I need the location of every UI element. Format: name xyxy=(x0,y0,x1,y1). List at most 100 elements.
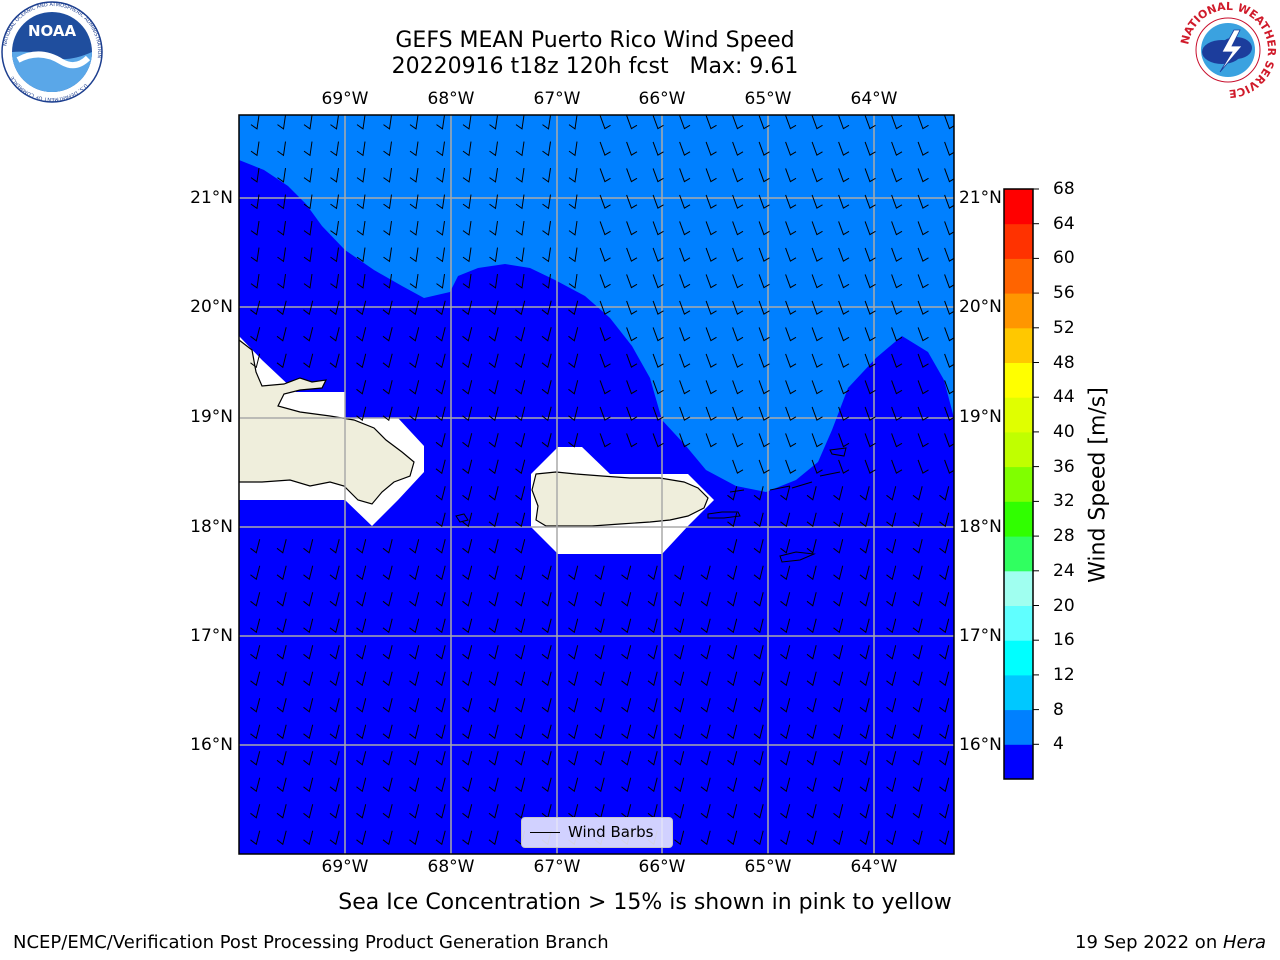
lon-label-top-64w: 64°W xyxy=(850,89,898,109)
plot-frame xyxy=(238,114,955,855)
wind-barb xyxy=(811,327,823,342)
wind-barb xyxy=(679,380,691,395)
wind-barb xyxy=(859,539,870,554)
svg-text:NOAA: NOAA xyxy=(28,22,77,40)
wind-barb xyxy=(732,141,744,156)
wind-barb xyxy=(515,777,526,793)
wind-barb xyxy=(758,194,770,209)
wind-barb xyxy=(891,221,903,236)
wind-barb xyxy=(758,274,770,289)
wind-barb xyxy=(811,353,823,368)
lat-label-left-17n: 17°N xyxy=(190,626,233,646)
wind-barb xyxy=(753,592,764,607)
wind-barb xyxy=(568,645,579,660)
wind-barb xyxy=(489,141,498,157)
footer-date: 19 Sep 2022 on Hera xyxy=(1075,932,1266,953)
wind-barb xyxy=(303,592,314,607)
wind-barb xyxy=(785,247,797,262)
wind-barb xyxy=(806,512,817,528)
wind-barb xyxy=(515,247,525,263)
wind-barb xyxy=(409,406,420,422)
wind-barb xyxy=(488,565,499,581)
wind-barb xyxy=(838,353,850,368)
wind-barb xyxy=(356,300,367,316)
wind-barb xyxy=(833,618,844,634)
wind-barb xyxy=(382,645,393,660)
wind-barb xyxy=(864,327,876,342)
wind-barb xyxy=(250,565,261,581)
lon-label-bottom-69w: 69°W xyxy=(321,857,369,877)
wind-barb xyxy=(647,565,658,581)
wind-barb xyxy=(276,777,287,793)
wind-barb xyxy=(859,671,870,687)
wind-barb xyxy=(886,671,897,687)
wind-barb xyxy=(515,539,526,554)
wind-barb xyxy=(891,353,903,368)
wind-barb xyxy=(886,645,897,660)
wind-barb xyxy=(811,300,823,315)
wind-barb xyxy=(568,115,578,130)
wind-barb xyxy=(652,141,664,156)
wind-barb xyxy=(912,777,923,793)
wind-barb xyxy=(277,168,286,183)
lon-label-bottom-67w: 67°W xyxy=(533,857,581,877)
wind-barb xyxy=(806,751,817,766)
wind-barb xyxy=(621,645,632,660)
wind-barb xyxy=(886,724,897,740)
wind-barb xyxy=(568,777,579,793)
wind-barb xyxy=(674,830,685,846)
wind-barb xyxy=(568,618,579,634)
wind-barb xyxy=(541,777,552,793)
wind-barb xyxy=(674,698,685,713)
wind-barb xyxy=(599,194,611,209)
wind-barb xyxy=(647,645,658,660)
wind-barb xyxy=(329,539,340,554)
wind-barb xyxy=(785,194,797,209)
wind-barb xyxy=(277,141,286,157)
wind-barb xyxy=(838,115,850,130)
wind-barb xyxy=(542,168,551,183)
wind-barb xyxy=(462,777,473,793)
wind-barb xyxy=(462,539,473,554)
wind-barb xyxy=(732,115,744,130)
wind-barb xyxy=(780,830,791,846)
wind-barb xyxy=(409,380,420,395)
wind-barb xyxy=(462,221,472,236)
wind-barb xyxy=(436,141,445,157)
wind-barb xyxy=(435,671,446,687)
wind-barb xyxy=(758,327,770,342)
wind-barb xyxy=(515,724,526,740)
wind-barb xyxy=(594,645,605,660)
footer-date-text: 19 Sep 2022 on xyxy=(1075,932,1223,953)
wind-barb xyxy=(356,671,367,687)
wind-barb xyxy=(626,380,638,395)
wind-barb xyxy=(436,274,445,289)
wind-barb xyxy=(917,327,929,342)
colorbar-tick-label: 28 xyxy=(1053,526,1075,547)
wind-barb xyxy=(409,804,420,819)
lat-label-right-19n: 19°N xyxy=(959,407,1002,427)
wind-barb xyxy=(568,671,579,687)
wind-barb xyxy=(515,406,526,422)
wind-barb xyxy=(838,327,850,342)
wind-barb xyxy=(303,168,313,183)
lat-label-left-20n: 20°N xyxy=(190,297,233,317)
wind-barb xyxy=(250,274,260,289)
island-vieques xyxy=(707,511,741,519)
wind-barb xyxy=(785,353,797,368)
colorbar-segment xyxy=(1004,431,1033,468)
wind-barb xyxy=(599,353,611,368)
wind-barb xyxy=(912,804,923,819)
wind-barb xyxy=(864,141,876,156)
wind-barb xyxy=(599,406,611,421)
wind-barb xyxy=(599,168,611,183)
wind-barb xyxy=(833,777,844,793)
wind-barb xyxy=(917,141,929,156)
wind-barb xyxy=(409,247,419,263)
wind-barb xyxy=(833,592,844,607)
wind-barb xyxy=(679,327,691,342)
wind-barb xyxy=(753,671,764,687)
wind-barb xyxy=(594,565,605,581)
wind-barb xyxy=(409,141,419,157)
